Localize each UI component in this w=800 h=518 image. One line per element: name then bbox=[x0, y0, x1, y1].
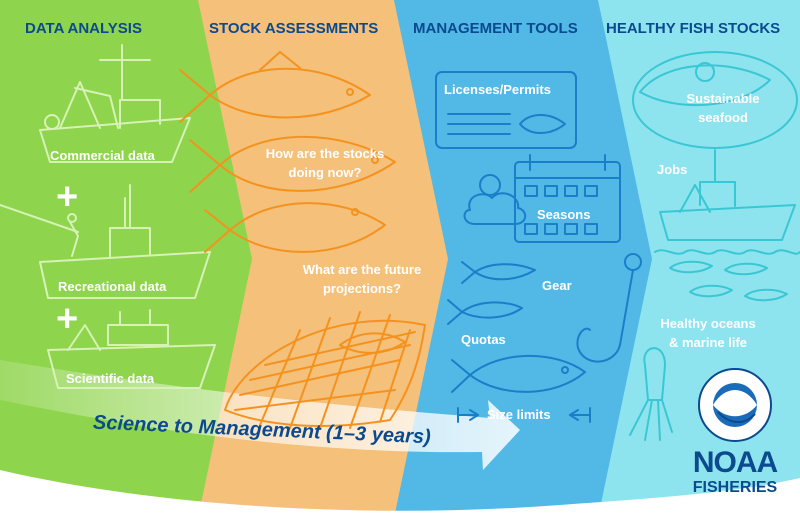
fisheries-wordmark: FISHERIES bbox=[692, 479, 778, 496]
data-analysis-title: DATA ANALYSIS bbox=[25, 20, 142, 37]
fish-hook-icon bbox=[576, 253, 642, 363]
recreational-boat-icon bbox=[0, 184, 211, 299]
plus-sign-1: + bbox=[56, 176, 79, 218]
future-projections-question: What are the future projections? bbox=[292, 260, 432, 298]
recreational-data-label: Recreational data bbox=[58, 279, 167, 294]
scientific-data-label: Scientific data bbox=[66, 371, 155, 386]
stock-assessments-title: STOCK ASSESSMENTS bbox=[209, 20, 379, 37]
size-limits-label: Size limits bbox=[487, 407, 551, 422]
school-of-fish-icon bbox=[669, 260, 788, 302]
noaa-seal-icon bbox=[698, 368, 772, 442]
scientific-vessel-icon bbox=[47, 309, 216, 389]
gear-label: Gear bbox=[542, 278, 572, 293]
healthy-fish-stocks-title: HEALTHY FISH STOCKS bbox=[606, 20, 781, 37]
quotas-label: Quotas bbox=[461, 332, 506, 347]
calendar-icon bbox=[514, 154, 621, 243]
seafood-plate-icon bbox=[632, 51, 798, 149]
small-fish-1-icon bbox=[461, 261, 536, 284]
commercial-data-label: Commercial data bbox=[50, 148, 155, 163]
sun-cloud-icon bbox=[463, 174, 527, 225]
fish-outline-1-icon bbox=[179, 51, 371, 123]
sustainable-seafood-label: Sustainable seafood bbox=[668, 89, 778, 127]
healthy-oceans-label: Healthy oceans & marine life bbox=[648, 314, 768, 352]
current-stocks-question: How are the stocks doing now? bbox=[250, 144, 400, 182]
sustainable-seafood-line-1: Sustainable bbox=[686, 91, 760, 106]
size-limits-arrows-icon bbox=[457, 407, 591, 423]
fish-outline-2-icon bbox=[189, 135, 396, 193]
commercial-boat-icon bbox=[39, 44, 191, 163]
licenses-permits-label: Licenses/Permits bbox=[444, 82, 551, 97]
data-analysis-panel bbox=[0, 0, 252, 518]
current-stocks-question-line-1: How are the stocks bbox=[265, 146, 385, 161]
fishing-boat-icon bbox=[659, 149, 796, 241]
seasons-label: Seasons bbox=[537, 207, 591, 222]
plus-sign-2: + bbox=[56, 298, 79, 340]
fish-outline-3-icon bbox=[204, 202, 386, 253]
current-stocks-question-line-2: doing now? bbox=[288, 165, 362, 180]
healthy-oceans-line-2: & marine life bbox=[668, 335, 748, 350]
management-tools-title: MANAGEMENT TOOLS bbox=[413, 20, 578, 37]
small-fish-2-icon bbox=[447, 299, 523, 325]
bottom-wave bbox=[0, 470, 800, 518]
sustainable-seafood-line-2: seafood bbox=[698, 110, 748, 125]
net-icon bbox=[224, 311, 426, 429]
license-card-icon bbox=[435, 71, 577, 149]
large-fish-icon bbox=[451, 354, 586, 393]
squid-icon bbox=[629, 347, 673, 441]
waves-icon bbox=[654, 249, 800, 255]
healthy-oceans-line-1: Healthy oceans bbox=[660, 316, 756, 331]
future-projections-question-line-1: What are the future bbox=[302, 262, 422, 277]
noaa-wordmark: NOAA bbox=[692, 446, 778, 479]
future-projections-question-line-2: projections? bbox=[322, 281, 401, 296]
jobs-label: Jobs bbox=[657, 162, 688, 177]
